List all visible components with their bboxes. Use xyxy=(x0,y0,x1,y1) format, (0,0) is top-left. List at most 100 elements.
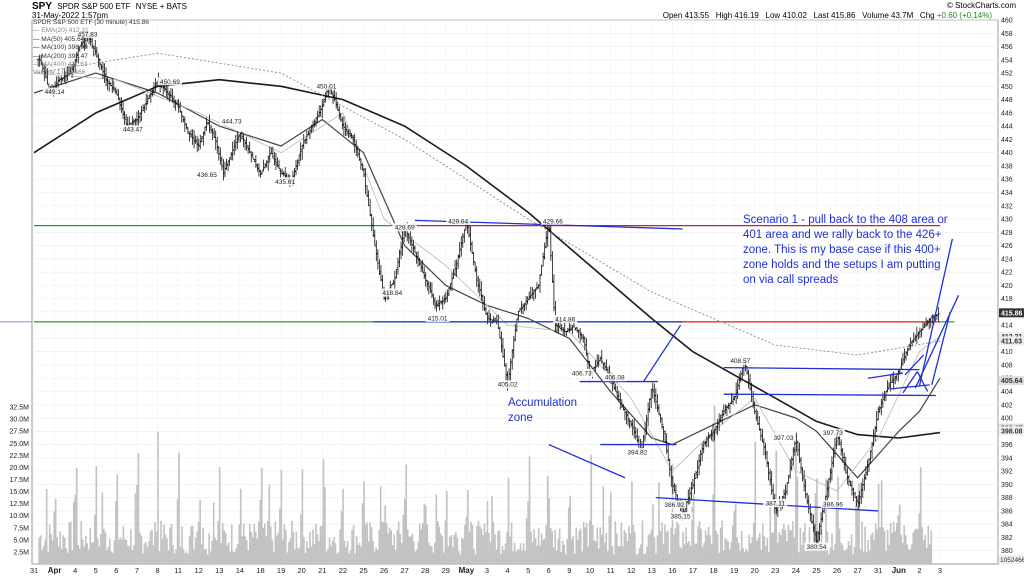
volume-bar xyxy=(599,527,602,564)
volume-bar xyxy=(294,549,296,564)
price-tick-label: 390 xyxy=(1001,482,1013,489)
volume-bar xyxy=(632,524,635,564)
price-point-label: 386.92 xyxy=(662,500,687,509)
volume-bar xyxy=(768,552,770,564)
volume-bar xyxy=(685,527,687,564)
volume-bar xyxy=(602,486,605,564)
volume-bar xyxy=(387,533,389,564)
volume-bar xyxy=(470,521,472,564)
volume-bar xyxy=(122,526,125,564)
volume-tick-label: 27.5M xyxy=(10,429,30,436)
volume-bar xyxy=(871,532,874,564)
volume-bar xyxy=(488,533,490,564)
volume-bar xyxy=(176,499,179,564)
volume-bar xyxy=(483,523,486,564)
volume-bar xyxy=(852,554,854,564)
date-tick-label: 28 xyxy=(421,566,429,575)
trendline xyxy=(642,324,682,382)
volume-bar xyxy=(566,539,569,564)
date-tick-label: 19 xyxy=(277,566,285,575)
volume-bar xyxy=(265,535,268,564)
volume-bar xyxy=(918,513,921,564)
volume-bar xyxy=(245,540,248,564)
date-tick-label: 27 xyxy=(853,566,861,575)
volume-bar xyxy=(799,527,802,564)
price-point-label-bg xyxy=(540,216,565,225)
volume-bar xyxy=(268,484,271,564)
date-tick-label: 4 xyxy=(73,566,77,575)
volume-bar xyxy=(688,541,690,564)
price-point-label-bg xyxy=(392,223,417,232)
date-tick-label: 13 xyxy=(648,566,656,575)
volume-bar xyxy=(244,536,247,564)
date-tick-label: 19 xyxy=(730,566,738,575)
price-point-label: 414.86 xyxy=(553,314,578,323)
volume-bar xyxy=(352,525,355,564)
exchange-label: NYSE + BATS xyxy=(135,2,187,11)
volume-bar xyxy=(698,521,701,564)
volume-bar xyxy=(172,545,174,564)
price-tick-label: 444 xyxy=(1001,124,1013,131)
volume-bar xyxy=(325,551,328,564)
volume-bar xyxy=(722,550,725,564)
volume-bar xyxy=(897,515,899,564)
volume-bar xyxy=(536,545,538,564)
volume-bar xyxy=(928,544,931,564)
price-point-label-bg xyxy=(75,29,100,38)
date-tick-label: 26 xyxy=(380,566,388,575)
volume-bar xyxy=(560,552,562,564)
volume-bar xyxy=(604,542,606,564)
volume-bar xyxy=(328,537,331,564)
date-tick-label: 20 xyxy=(298,566,306,575)
volume-bar xyxy=(563,544,566,564)
volume-tick-label: 22.5M xyxy=(10,453,30,460)
volume-bar xyxy=(56,537,59,564)
volume-bar xyxy=(333,537,335,564)
price-point-label-bg xyxy=(273,177,298,186)
price-point-label-bg xyxy=(157,77,182,86)
volume-bar xyxy=(901,542,904,564)
date-tick-label: 5 xyxy=(94,566,98,575)
price-point-label: 450.01 xyxy=(314,81,339,90)
volume-bar xyxy=(868,550,871,564)
volume-bar xyxy=(846,548,848,564)
volume-bar xyxy=(131,549,134,564)
volume-bar xyxy=(853,546,856,564)
price-point-label-text: 444.73 xyxy=(222,118,242,125)
volume-bar xyxy=(337,552,340,564)
volume-bar xyxy=(626,540,629,564)
volume-bar xyxy=(667,530,669,564)
volume-bar xyxy=(57,546,60,564)
price-tick-label: 384 xyxy=(1001,522,1013,529)
volume-bar xyxy=(582,521,585,564)
legend: SPDR S&P 500 ETF (30 minute) 415.86 — EM… xyxy=(33,19,149,78)
volume-bar xyxy=(80,521,83,564)
price-tick-label: 388 xyxy=(1001,495,1013,502)
volume-bar xyxy=(66,552,69,564)
volume-bar xyxy=(367,541,370,564)
trendline xyxy=(723,366,920,371)
volume-bar xyxy=(610,492,612,564)
date-tick-label: 25 xyxy=(359,566,367,575)
volume-bar xyxy=(578,530,581,564)
trendline xyxy=(867,372,904,379)
volume-bar xyxy=(446,491,448,564)
volume-bar xyxy=(462,538,465,564)
volume-bar xyxy=(229,551,232,564)
volume-bar xyxy=(625,532,627,564)
price-point-label: 385.15 xyxy=(668,512,693,521)
quote-summary: Open 413.55 High 416.19 Low 410.02 Last … xyxy=(662,11,992,20)
volume-bar xyxy=(561,540,564,564)
volume-bar xyxy=(601,534,603,564)
volume-bar xyxy=(930,530,933,564)
date-axis: 31 Apr 4 5 6 7 8 11 12 13 14 18 19 20 21 22 25 26 27 28 29 Ma… xyxy=(30,566,942,575)
volume-bar xyxy=(291,520,293,564)
price-point-label: 435.61 xyxy=(273,177,298,186)
volume-bar xyxy=(273,551,275,564)
price-point-label-bg xyxy=(569,368,594,377)
volume-bar xyxy=(134,493,137,564)
volume-bar xyxy=(441,536,444,564)
volume-bar xyxy=(745,548,748,564)
volume-bar xyxy=(643,553,645,564)
volume-bar xyxy=(184,553,186,564)
